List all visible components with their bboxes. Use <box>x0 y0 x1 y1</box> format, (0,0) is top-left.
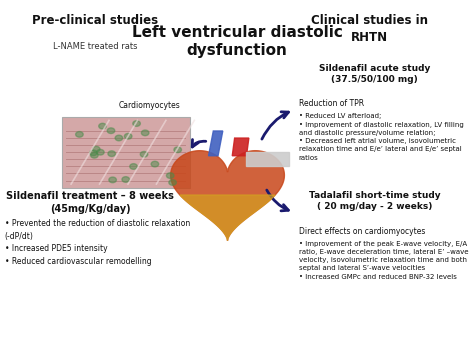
Circle shape <box>91 153 98 158</box>
Text: Clinical studies in
RHTN: Clinical studies in RHTN <box>311 14 428 44</box>
Polygon shape <box>180 195 275 240</box>
Text: Cardiomyocytes: Cardiomyocytes <box>118 101 180 110</box>
Polygon shape <box>232 138 249 156</box>
Circle shape <box>76 132 83 137</box>
Circle shape <box>151 161 159 167</box>
Circle shape <box>90 150 97 156</box>
Circle shape <box>97 149 104 155</box>
Text: Sildenafil treatment – 8 weeks
(45mg/Kg/day): Sildenafil treatment – 8 weeks (45mg/Kg/… <box>6 191 174 213</box>
Circle shape <box>166 173 174 178</box>
Circle shape <box>107 128 115 133</box>
Text: • Improvement of the peak E-wave velocity, E/A
ratio, E-wave deceleration time, : • Improvement of the peak E-wave velocit… <box>299 241 468 280</box>
Circle shape <box>109 177 117 183</box>
Text: • Prevented the reduction of diastolic relaxation
(-dP/dt)
• Increased PDE5 inte: • Prevented the reduction of diastolic r… <box>5 219 190 266</box>
Circle shape <box>141 130 149 136</box>
Circle shape <box>124 133 132 139</box>
Circle shape <box>133 121 140 126</box>
Circle shape <box>99 123 106 129</box>
Text: Direct effects on cardiomyocytes: Direct effects on cardiomyocytes <box>299 227 425 235</box>
Text: Left ventricular diastolic
dysfunction: Left ventricular diastolic dysfunction <box>132 25 342 58</box>
Circle shape <box>130 164 137 169</box>
Text: Sildenafil acute study
(37.5/50/100 mg): Sildenafil acute study (37.5/50/100 mg) <box>319 64 430 84</box>
Circle shape <box>92 146 100 152</box>
Polygon shape <box>171 151 284 240</box>
Text: Pre-clinical studies: Pre-clinical studies <box>32 14 158 27</box>
Text: • Reduced LV afterload;
• Improvement of diastolic relaxation, LV filling
and di: • Reduced LV afterload; • Improvement of… <box>299 113 464 160</box>
Circle shape <box>115 135 123 141</box>
Circle shape <box>140 152 148 157</box>
Circle shape <box>122 177 129 182</box>
Circle shape <box>174 147 182 153</box>
FancyBboxPatch shape <box>62 117 190 188</box>
Text: L-NAME treated rats: L-NAME treated rats <box>53 42 137 51</box>
Circle shape <box>108 151 116 156</box>
Polygon shape <box>246 152 289 166</box>
Text: Reduction of TPR: Reduction of TPR <box>299 99 364 108</box>
Polygon shape <box>209 131 223 156</box>
Circle shape <box>169 180 176 185</box>
Text: Tadalafil short-time study
( 20 mg/day - 2 weeks): Tadalafil short-time study ( 20 mg/day -… <box>309 191 440 211</box>
